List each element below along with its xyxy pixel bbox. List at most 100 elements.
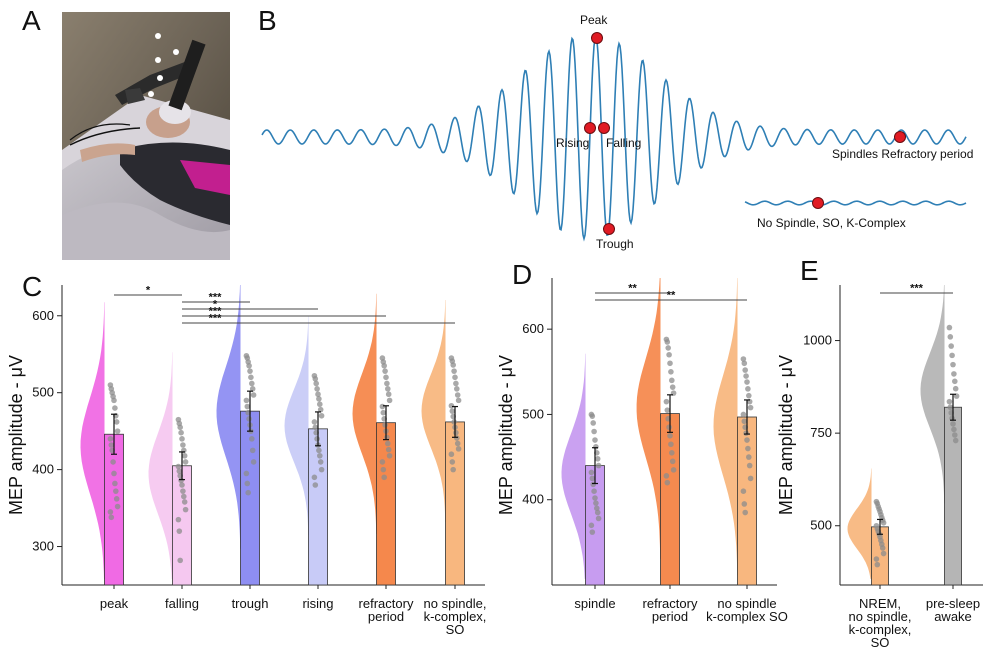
data-point [451,368,457,374]
data-point [450,362,457,368]
data-point [874,561,881,568]
data-point [947,404,954,411]
data-point [740,488,747,494]
data-point [746,454,752,460]
data-point [455,397,462,404]
violin-3 [284,316,309,535]
marker-no-spindle [812,197,824,209]
data-point [746,462,753,469]
data-point [594,509,601,516]
data-point [176,528,183,534]
data-point [664,407,671,413]
data-point [454,386,460,392]
data-point [107,436,114,442]
data-point [110,459,116,465]
data-point [312,424,319,431]
data-point [591,488,597,494]
label-refractory-period: Spindles Refractory period [832,147,973,161]
data-point [744,379,750,385]
data-point [664,479,671,486]
data-point [745,386,751,392]
panel-label-a: A [22,5,41,36]
data-point [111,397,117,404]
data-point [177,424,183,431]
data-point [314,436,320,442]
data-point [744,437,750,443]
data-point [245,489,251,496]
label-trough: Trough [596,237,634,251]
data-point [454,392,461,398]
data-point [453,380,459,387]
marker-rising [584,122,596,134]
data-point [249,380,255,387]
data-point [448,451,455,458]
data-point [248,374,254,381]
data-point [112,405,118,411]
y-tick-label: 750 [810,425,832,440]
y-axis-label: MEP amplitude - μV [776,355,796,515]
data-point [594,455,601,462]
x-tick-label: refractory period [643,596,698,624]
data-point [454,440,461,447]
data-point [951,426,957,433]
data-point [745,445,751,452]
data-point [452,374,458,381]
data-point [318,412,325,419]
marker-falling [598,122,610,134]
data-point [589,529,596,535]
x-tick-label: no spindle k-complex SO [706,596,788,624]
violin-2 [216,285,241,549]
data-point [591,428,597,435]
data-point [667,432,673,439]
data-point [386,452,393,459]
y-tick-label: 600 [32,308,54,323]
y-axis-label: MEP amplitude - μV [496,355,516,515]
panel-label-e: E [800,255,819,286]
data-point [588,469,595,476]
data-point [179,482,185,488]
data-point [952,385,959,392]
data-point [946,324,953,331]
significance-label: * [213,299,218,311]
data-point [379,403,386,410]
data-point [448,402,455,409]
data-point [181,452,188,459]
bar-5 [445,421,465,586]
significance-label: *** [209,292,223,304]
data-point [182,506,189,513]
x-tick-label: pre-sleep awake [926,596,980,624]
y-tick-label: 400 [522,492,544,507]
data-point [318,466,325,473]
x-tick-label: trough [232,596,269,611]
violin-2 [713,278,738,576]
data-point [952,437,959,444]
data-point [249,386,256,392]
data-point [384,380,390,387]
data-point [950,361,956,368]
data-point [312,376,319,382]
data-point [951,371,957,377]
data-point [386,397,393,404]
data-point [114,503,121,510]
marker-trough [603,223,615,235]
violin-0 [561,353,586,579]
data-point [746,392,752,399]
data-point [741,501,748,507]
significance-label: *** [209,313,223,325]
data-point [180,488,186,494]
data-point [381,474,388,481]
data-point [383,374,389,381]
data-point [592,495,598,501]
data-point [742,367,748,373]
significance-label: * [146,285,151,297]
data-point [317,452,323,459]
data-point [669,450,675,456]
bar-0 [104,433,124,586]
panel-label-c: C [22,271,42,302]
violin-1 [920,285,945,504]
data-point [250,459,257,465]
bar-1 [660,413,680,586]
data-point [316,447,322,454]
data-point [949,352,955,359]
y-tick-label: 500 [32,385,54,400]
